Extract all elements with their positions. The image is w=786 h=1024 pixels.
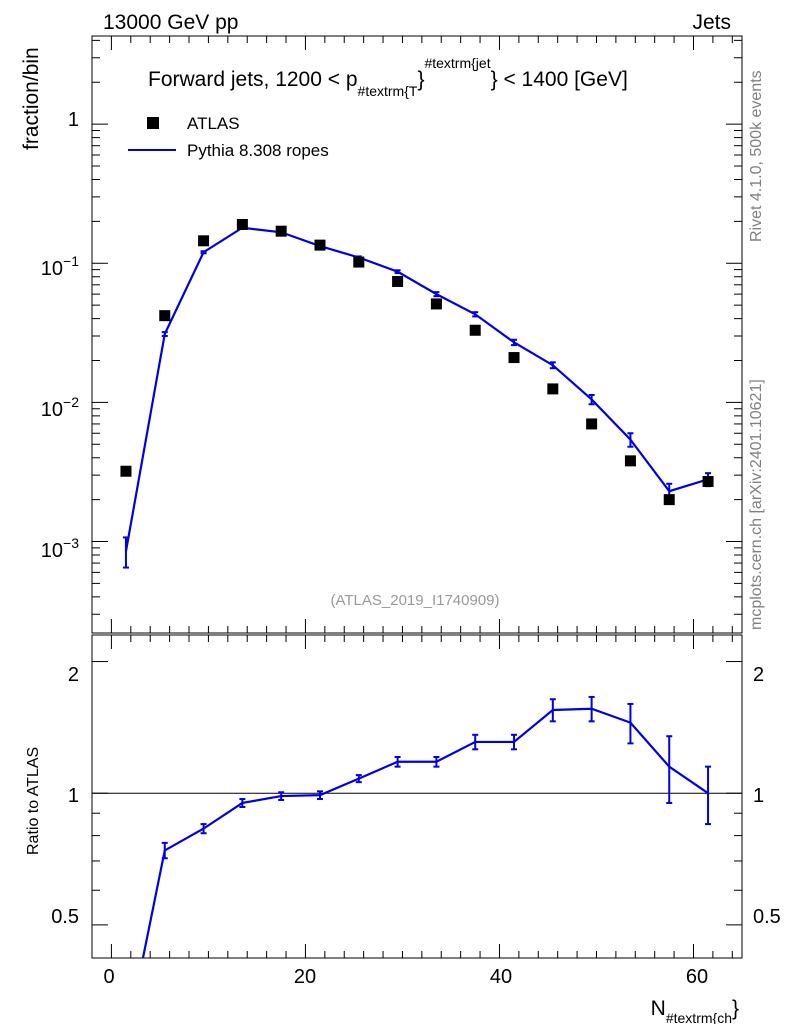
main-panel-frame xyxy=(91,35,743,634)
atlas-data-point xyxy=(314,239,326,251)
main-panel: 10−3 10−2 10−1 1 fraction/bin Forward je… xyxy=(20,35,743,634)
atlas-data-point xyxy=(663,494,675,506)
main-x-ticks xyxy=(110,36,733,633)
ratio-y-tick-label-right-1: 1 xyxy=(753,785,764,807)
atlas-data-point xyxy=(547,383,559,395)
x-tick-label-60: 60 xyxy=(686,966,708,988)
x-axis-label: N#textrm{ch} xyxy=(651,997,739,1024)
x-tick-labels: 0 20 40 60 xyxy=(103,966,708,988)
legend-mc-label: Pythia 8.308 ropes xyxy=(187,141,329,160)
ratio-y-tick-label-0.5: 0.5 xyxy=(51,906,79,928)
ratio-line xyxy=(141,707,709,958)
atlas-data-point xyxy=(624,455,636,467)
ratio-y-tick-labels: 0.5 1 2 0.5 1 2 xyxy=(51,664,781,928)
atlas-data-point xyxy=(469,324,481,336)
ratio-y-tick-label-right-2: 2 xyxy=(753,664,764,686)
ratio-x-ticks xyxy=(110,635,733,958)
data-series xyxy=(120,218,714,506)
mc-line xyxy=(124,226,709,552)
atlas-data-point xyxy=(120,465,132,477)
plot-title: Forward jets, 1200 < p#textrm{T}#textrm{… xyxy=(148,55,628,99)
category-label: Jets xyxy=(692,11,731,34)
legend-atlas-marker xyxy=(147,117,159,129)
ratio-y-tick-label-1: 1 xyxy=(68,785,79,807)
ratio-panel: 0.5 1 2 0.5 1 2 Ratio to ATLAS 0 20 40 6… xyxy=(25,634,781,1024)
ratio-y-tick-label-right-0.5: 0.5 xyxy=(753,906,781,928)
atlas-data-point xyxy=(236,218,248,230)
x-tick-label-0: 0 xyxy=(103,966,114,988)
atlas-data-point xyxy=(702,475,714,487)
source-label: mcplots.cern.ch [arXiv:2401.10621] xyxy=(748,379,765,630)
legend-atlas-label: ATLAS xyxy=(187,114,240,133)
ratio-y-axis-label: Ratio to ATLAS xyxy=(25,747,42,855)
ratio-series xyxy=(141,695,712,958)
atlas-data-point xyxy=(586,418,598,430)
atlas-data-point xyxy=(159,310,171,322)
x-tick-label-40: 40 xyxy=(490,966,512,988)
ratio-y-tick-label-2: 2 xyxy=(68,664,79,686)
atlas-data-point xyxy=(508,352,520,364)
x-tick-label-20: 20 xyxy=(294,966,316,988)
rivet-version-label: Rivet 4.1.0, 500k events xyxy=(748,70,765,242)
y-tick-label-1: 1 xyxy=(68,109,79,131)
atlas-data-point xyxy=(198,235,210,247)
atlas-data-point xyxy=(430,298,442,310)
main-y-ticks xyxy=(92,39,742,615)
ratio-panel-frame xyxy=(91,634,743,959)
atlas-data-point xyxy=(275,225,287,237)
atlas-data-point xyxy=(392,275,404,287)
mc-series xyxy=(122,225,712,569)
y-tick-label-1e-2: 10−2 xyxy=(41,394,79,421)
y-tick-label-1e-3: 10−3 xyxy=(41,535,79,562)
analysis-id-label: (ATLAS_2019_I1740909) xyxy=(330,592,499,609)
main-y-axis-label: fraction/bin xyxy=(20,47,43,150)
y-tick-label-1e-1: 10−1 xyxy=(41,253,79,280)
main-y-tick-labels: 10−3 10−2 10−1 1 xyxy=(41,109,79,562)
atlas-data-point xyxy=(353,256,365,268)
energy-label: 13000 GeV pp xyxy=(103,11,238,34)
